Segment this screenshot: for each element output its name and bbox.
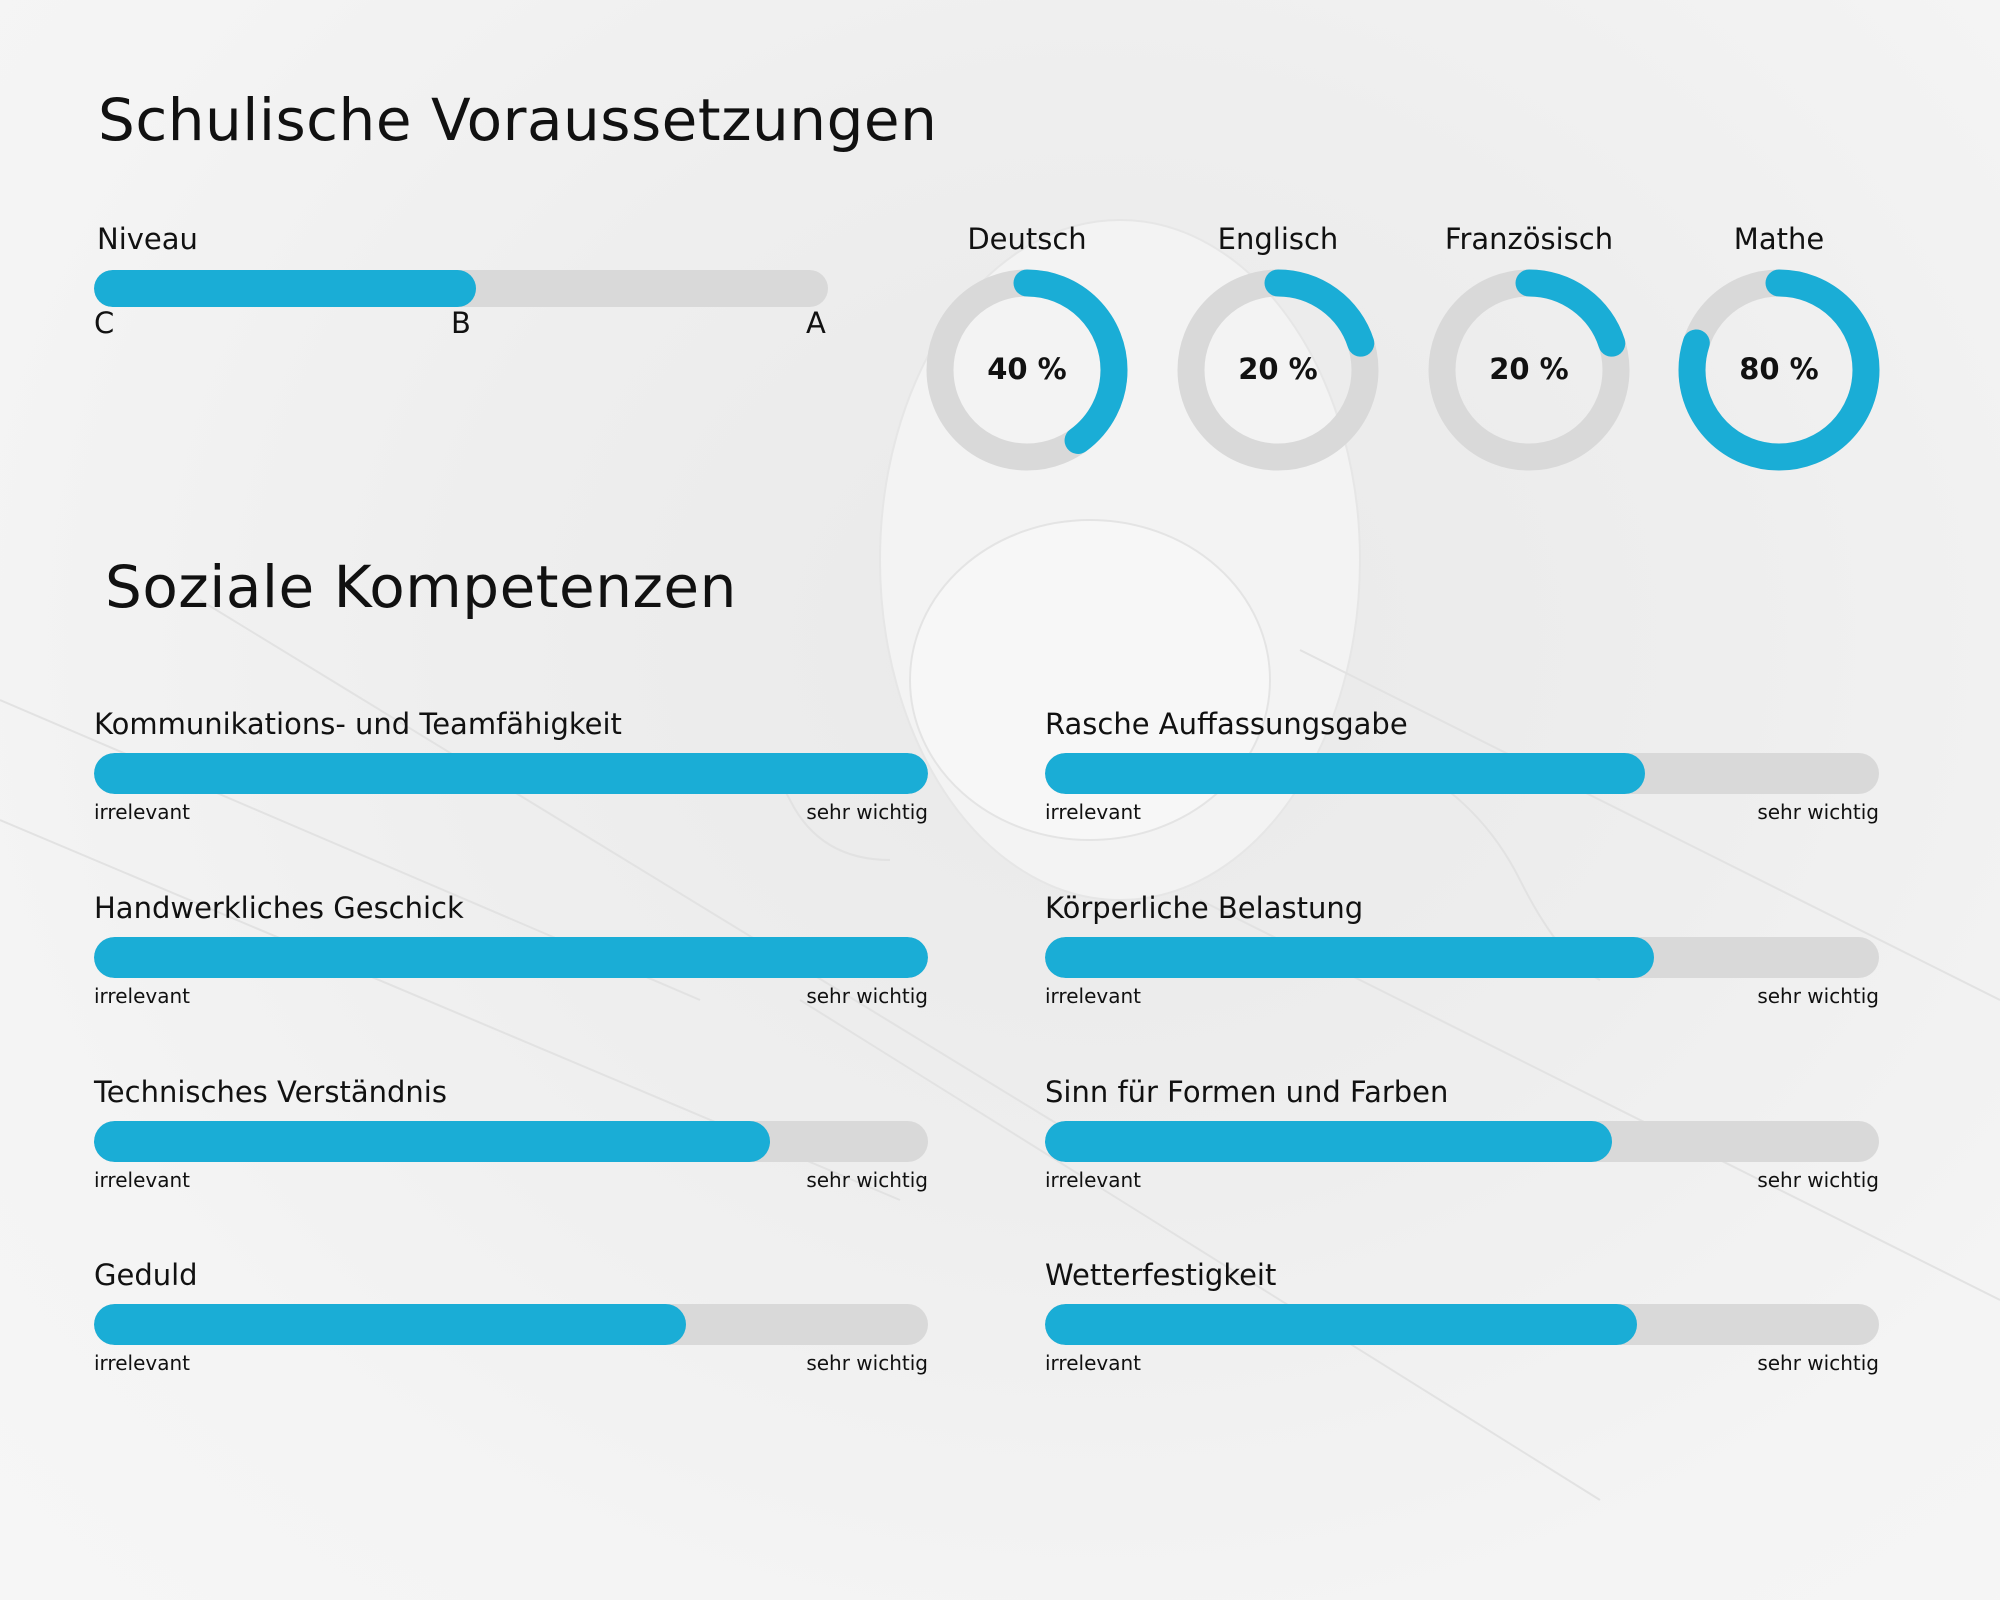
skill-bar [94, 1121, 928, 1162]
subject-label: Französisch [1444, 222, 1614, 256]
skill-bar [1045, 753, 1879, 794]
section-title-school: Schulische Voraussetzungen [98, 86, 938, 154]
donut-arc [926, 269, 1128, 471]
skill-label: Rasche Auffassungsgabe [1045, 707, 1408, 741]
scale-max-label: sehr wichtig [806, 800, 928, 824]
niveau-bar [94, 270, 828, 307]
scale-max-label: sehr wichtig [806, 984, 928, 1008]
donut-arc [1177, 269, 1379, 471]
skill-bar-fill [94, 937, 928, 978]
donut-arc [1428, 269, 1630, 471]
skill-label: Körperliche Belastung [1045, 891, 1364, 925]
scale-min-label: irrelevant [94, 800, 190, 824]
subject-donut [926, 269, 1128, 471]
scale-min-label: irrelevant [94, 1351, 190, 1375]
scale-max-label: sehr wichtig [1757, 984, 1879, 1008]
scale-max-label: sehr wichtig [806, 1351, 928, 1375]
scale-min-label: irrelevant [1045, 1351, 1141, 1375]
subject-donut [1678, 269, 1880, 471]
niveau-tick-b: B [451, 306, 471, 340]
subject-donut [1428, 269, 1630, 471]
subject-percent: 40 % [987, 352, 1067, 386]
skill-bar-fill [1045, 1304, 1638, 1345]
skill-bar-fill [1045, 1121, 1613, 1162]
niveau-tick-a: A [806, 306, 826, 340]
skill-bar [1045, 1304, 1879, 1345]
niveau-bar-fill [94, 270, 476, 307]
scale-max-label: sehr wichtig [1757, 1168, 1879, 1192]
scale-min-label: irrelevant [1045, 1168, 1141, 1192]
subject-donut [1177, 269, 1379, 471]
subject-label: Mathe [1733, 222, 1825, 256]
section-title-social: Soziale Kompetenzen [105, 553, 737, 621]
scale-max-label: sehr wichtig [1757, 800, 1879, 824]
skill-label: Handwerkliches Geschick [94, 891, 464, 925]
skill-bar-fill [1045, 937, 1654, 978]
subject-label: Englisch [1217, 222, 1339, 256]
scale-min-label: irrelevant [94, 1168, 190, 1192]
skill-label: Kommunikations- und Teamfähigkeit [94, 707, 622, 741]
scale-min-label: irrelevant [94, 984, 190, 1008]
scale-max-label: sehr wichtig [1757, 1351, 1879, 1375]
skill-bar [1045, 937, 1879, 978]
skill-label: Wetterfestigkeit [1045, 1258, 1277, 1292]
niveau-tick-c: C [94, 306, 115, 340]
subject-percent: 20 % [1489, 352, 1569, 386]
skill-bar-fill [94, 1121, 770, 1162]
skill-bar [1045, 1121, 1879, 1162]
subject-percent: 20 % [1238, 352, 1318, 386]
skill-label: Technisches Verständnis [94, 1075, 447, 1109]
scale-min-label: irrelevant [1045, 800, 1141, 824]
scale-max-label: sehr wichtig [806, 1168, 928, 1192]
skill-bar-fill [1045, 753, 1646, 794]
subject-percent: 80 % [1739, 352, 1819, 386]
skill-bar [94, 1304, 928, 1345]
scale-min-label: irrelevant [1045, 984, 1141, 1008]
donut-arc [1678, 269, 1880, 471]
skill-bar [94, 753, 928, 794]
skill-label: Geduld [94, 1258, 198, 1292]
skill-label: Sinn für Formen und Farben [1045, 1075, 1449, 1109]
subject-label: Deutsch [967, 222, 1087, 256]
skill-bar-fill [94, 1304, 687, 1345]
niveau-label: Niveau [97, 222, 198, 256]
skill-bar-fill [94, 753, 928, 794]
skill-bar [94, 937, 928, 978]
